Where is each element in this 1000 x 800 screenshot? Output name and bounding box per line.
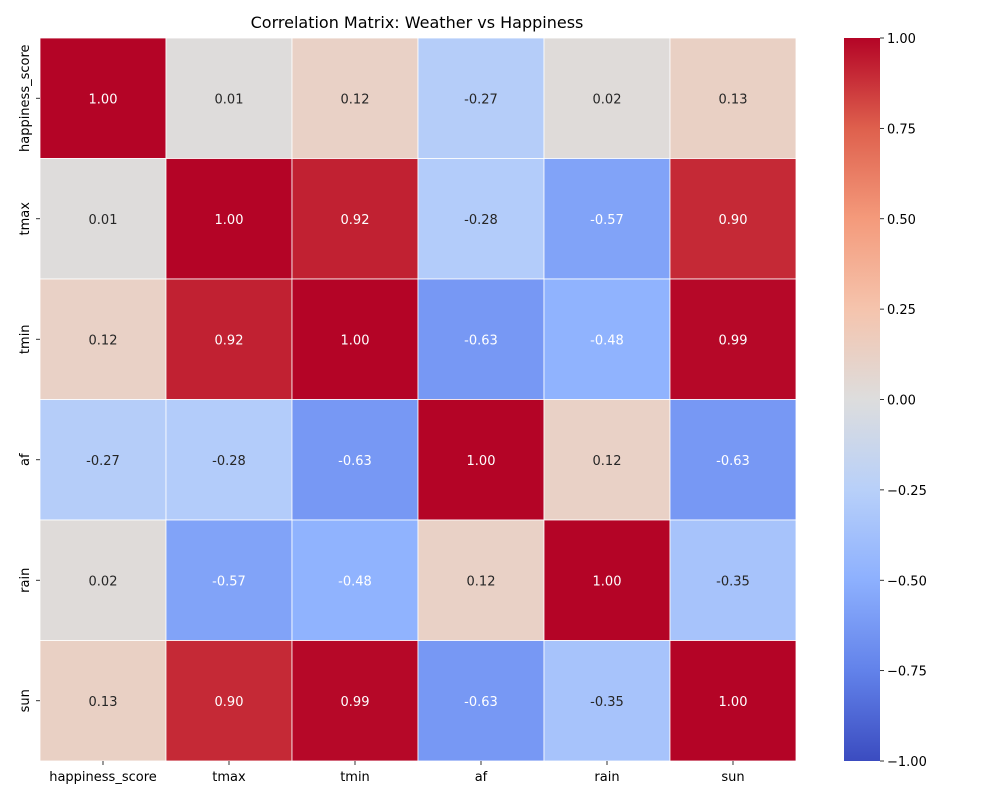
x-tick-label: tmin — [340, 770, 370, 785]
heatmap-cell — [543, 640, 671, 762]
colorbar-tick-label: −0.75 — [887, 665, 927, 680]
cell-value-label: -0.63 — [464, 695, 498, 710]
x-tick-label: rain — [594, 770, 619, 785]
cell-value-label: 0.12 — [89, 333, 118, 348]
heatmap-cell — [543, 278, 671, 400]
chart-title: Correlation Matrix: Weather vs Happiness — [251, 13, 584, 32]
heatmap-cells: 1.00 0.01 0.12 -0.27 0.02 0.13 0.01 1.00 0.92 -0.… — [39, 37, 797, 762]
heatmap-cell — [543, 399, 671, 521]
cell-value-label: -0.28 — [464, 213, 498, 228]
heatmap-cell — [165, 278, 293, 400]
heatmap-cell — [669, 519, 797, 641]
x-tick-label: tmax — [212, 770, 246, 785]
cell-value-label: -0.63 — [338, 454, 372, 469]
heatmap-cell — [165, 399, 293, 521]
heatmap-cell — [669, 158, 797, 280]
cell-value-label: -0.35 — [590, 695, 624, 710]
cell-value-label: 0.12 — [593, 454, 622, 469]
heatmap-cell — [39, 278, 167, 400]
heatmap-cell — [291, 519, 419, 641]
colorbar-tick-label: 0.00 — [887, 394, 916, 409]
x-tick-label: af — [475, 770, 488, 785]
y-tick-label: rain — [18, 568, 33, 593]
colorbar: 1.00 0.75 0.50 0.25 0.00 −0.25 −0.50 −0.75 −1.00 — [844, 32, 927, 770]
cell-value-label: -0.48 — [338, 574, 372, 589]
heatmap-cell — [39, 37, 167, 159]
heatmap-cell — [39, 519, 167, 641]
heatmap-cell — [39, 399, 167, 521]
heatmap-cell — [543, 37, 671, 159]
colorbar-tick-label: 1.00 — [887, 32, 916, 47]
y-tick-label: sun — [18, 689, 33, 712]
colorbar-tick-label: 0.50 — [887, 213, 916, 228]
heatmap-cell — [291, 399, 419, 521]
colorbar-tick-label: 0.75 — [887, 122, 916, 137]
cell-value-label: 0.92 — [341, 213, 370, 228]
heatmap-cell — [417, 399, 545, 521]
heatmap-cell — [669, 278, 797, 400]
heatmap-cell — [543, 519, 671, 641]
cell-value-label: 0.12 — [341, 92, 370, 107]
colorbar-tick-label: −0.25 — [887, 484, 927, 499]
y-tick-label: tmin — [18, 324, 33, 354]
colorbar-tick-label: −1.00 — [887, 755, 927, 770]
heatmap-cell — [669, 640, 797, 762]
colorbar-gradient — [844, 38, 880, 761]
cell-value-label: 1.00 — [341, 333, 370, 348]
cell-value-label: -0.63 — [464, 333, 498, 348]
cell-value-label: 1.00 — [593, 574, 622, 589]
cell-value-label: 0.92 — [215, 333, 244, 348]
cell-value-label: -0.27 — [86, 454, 120, 469]
y-tick-label: tmax — [18, 202, 33, 236]
cell-value-label: 0.13 — [719, 92, 748, 107]
heatmap-cell — [417, 278, 545, 400]
heatmap-cell — [417, 158, 545, 280]
cell-value-label: 0.02 — [89, 574, 118, 589]
heatmap-cell — [669, 399, 797, 521]
cell-value-label: -0.28 — [212, 454, 246, 469]
heatmap-cell — [165, 158, 293, 280]
cell-value-label: 1.00 — [89, 92, 118, 107]
colorbar-tick-label: 0.25 — [887, 303, 916, 318]
cell-value-label: -0.57 — [590, 213, 624, 228]
heatmap-cell — [165, 37, 293, 159]
x-axis-tick-labels: happiness_score tmax tmin af rain sun — [49, 761, 745, 785]
y-tick-label: af — [18, 453, 33, 466]
cell-value-label: 1.00 — [467, 454, 496, 469]
heatmap-cell — [39, 158, 167, 280]
heatmap-cell — [291, 37, 419, 159]
cell-value-label: -0.27 — [464, 92, 498, 107]
x-tick-label: sun — [721, 770, 744, 785]
x-tick-label: happiness_score — [49, 770, 157, 785]
cell-value-label: 0.01 — [89, 213, 118, 228]
heatmap-cell — [417, 640, 545, 762]
colorbar-tick-label: −0.50 — [887, 574, 927, 589]
cell-value-label: 0.90 — [719, 213, 748, 228]
cell-value-label: -0.35 — [716, 574, 750, 589]
cell-value-label: 0.01 — [215, 92, 244, 107]
cell-value-label: -0.63 — [716, 454, 750, 469]
cell-value-label: 0.12 — [467, 574, 496, 589]
cell-value-label: 1.00 — [719, 695, 748, 710]
heatmap-cell — [417, 37, 545, 159]
heatmap-cell — [669, 37, 797, 159]
heatmap-cell — [39, 640, 167, 762]
cell-value-label: -0.57 — [212, 574, 246, 589]
y-tick-label: happiness_score — [18, 44, 33, 152]
cell-value-label: 0.99 — [341, 695, 370, 710]
cell-value-label: -0.48 — [590, 333, 624, 348]
cell-value-label: 0.02 — [593, 92, 622, 107]
heatmap-cell — [291, 278, 419, 400]
cell-value-label: 0.99 — [719, 333, 748, 348]
cell-value-label: 0.90 — [215, 695, 244, 710]
heatmap-cell — [165, 519, 293, 641]
cell-value-label: 1.00 — [215, 213, 244, 228]
heatmap-cell — [417, 519, 545, 641]
cell-value-label: 0.13 — [89, 695, 118, 710]
